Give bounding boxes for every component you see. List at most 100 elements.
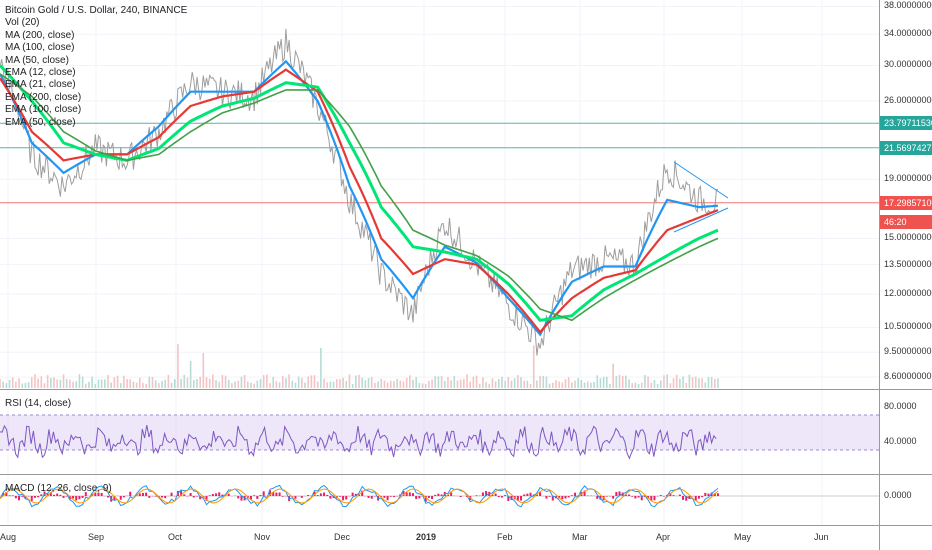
macd-hist-bar (567, 496, 570, 498)
legend-item-ema100[interactable]: EMA (100, close) (5, 104, 82, 116)
volume-bar (640, 382, 643, 388)
triangle-lower-line[interactable] (673, 207, 729, 233)
volume-bar (488, 383, 491, 388)
macd-hist-bar (574, 492, 577, 496)
macd-hist-bar (662, 496, 665, 497)
volume-bar (262, 375, 265, 388)
legend-item-ema200[interactable]: EMA (200, close) (5, 91, 82, 103)
macd-hist-bar (510, 496, 513, 501)
macd-hist-bar (516, 496, 519, 501)
volume-bar (65, 379, 68, 388)
volume-bar (256, 380, 259, 388)
volume-bar (602, 376, 605, 388)
volume-bar (561, 382, 564, 388)
macd-hist-bar (659, 495, 662, 496)
volume-bar (539, 375, 541, 388)
macd-hist-bar (408, 492, 411, 496)
volume-bar (177, 343, 179, 388)
series-line-1 (0, 68, 719, 334)
volume-bar (91, 376, 93, 388)
macd-hist-bar (8, 495, 11, 496)
volume-bar (478, 383, 481, 388)
rsi-title[interactable]: RSI (14, close) (5, 398, 72, 409)
legend-item-vol[interactable]: Vol (20) (5, 17, 40, 29)
volume-bar (609, 383, 611, 388)
macd-hist-bar (631, 496, 634, 497)
macd-hist-bar (40, 494, 43, 496)
macd-hist-bar (354, 493, 357, 496)
macd-hist-bar (94, 492, 97, 496)
volume-bar (497, 379, 500, 388)
volume-bar (81, 376, 84, 388)
legend-item-ma100[interactable]: MA (100, close) (5, 42, 75, 54)
macd-hist-bar (535, 494, 538, 496)
macd-hist-bar (164, 496, 167, 499)
macd-hist-bar (418, 496, 421, 499)
macd-hist-bar (323, 492, 326, 496)
macd-hist-bar (180, 490, 183, 496)
volume-bar (183, 374, 186, 388)
macd-hist-bar (697, 496, 700, 499)
legend-item-ma50[interactable]: MA (50, close) (5, 54, 69, 66)
volume-bar (364, 380, 367, 388)
macd-hist-bar (170, 492, 173, 496)
macd-hist-bar (507, 496, 510, 501)
triangle-drawing[interactable] (673, 161, 729, 233)
macd-hist-bar (237, 496, 240, 499)
volume-bar (291, 380, 294, 388)
macd-hist-bar (520, 496, 523, 501)
macd-hist-bar (446, 494, 449, 496)
macd-hist-bar (65, 496, 68, 497)
macd-hist-bar (621, 492, 624, 496)
macd-hist-bar (18, 496, 21, 501)
price-marker-badge-0: 23.79711530 (880, 116, 932, 131)
volume-bar (18, 378, 20, 388)
volume-bar (40, 376, 43, 388)
legend-item-ema21[interactable]: EMA (21, close) (5, 79, 76, 91)
macd-hist-bar (278, 492, 281, 496)
volume-bar (11, 377, 14, 388)
volume-bar (402, 381, 405, 388)
macd-hist-bar (707, 493, 710, 496)
macd-hist-bar (583, 490, 586, 496)
volume-bar (409, 375, 411, 388)
volume-bar (301, 377, 303, 388)
volume-bar (688, 374, 691, 388)
macd-hist-bar (564, 496, 567, 499)
legend-item-ema50[interactable]: EMA (50, close) (5, 116, 76, 128)
macd-hist-bar (240, 496, 243, 501)
volume-bar (205, 377, 208, 388)
macd-hist-bar (113, 496, 116, 500)
legend-item-ema12[interactable]: EMA (12, close) (5, 67, 76, 79)
volume-bar (272, 376, 275, 388)
macd-title[interactable]: MACD (12, 26, close, 9) (5, 483, 112, 494)
macd-hist-bar (319, 493, 322, 496)
macd-hist-bar (253, 495, 256, 496)
chart-legend: Bitcoin Gold / U.S. Dollar, 240, BINANCE… (5, 5, 187, 129)
volume-bar (170, 382, 173, 388)
volume-bar (218, 381, 221, 388)
volume-bar (158, 383, 160, 388)
volume-bar (167, 374, 170, 388)
time-tick-3: Nov (254, 532, 271, 542)
price-marker-badge-1: 21.56974271 (880, 140, 932, 155)
macd-hist-bar (24, 496, 27, 499)
macd-hist-bar (494, 493, 497, 496)
macd-hist-bar (345, 496, 348, 500)
macd-hist-bar (485, 491, 488, 496)
chart-title[interactable]: Bitcoin Gold / U.S. Dollar, 240, BINANCE (5, 5, 188, 16)
volume-bar (606, 376, 608, 388)
triangle-upper-line[interactable] (673, 161, 729, 199)
volume-bar (367, 378, 370, 388)
macd-hist-bar (628, 494, 631, 496)
volume-bar (243, 374, 246, 388)
volume-bar (583, 382, 586, 388)
volume-bar (154, 380, 157, 388)
legend-item-ma200[interactable]: MA (200, close) (5, 29, 75, 41)
macd-hist-bar (221, 494, 224, 496)
macd-hist-bar (5, 492, 8, 496)
macd-hist-bar (78, 496, 81, 500)
price-marker-badge-2: 17.29857100 (880, 195, 932, 210)
time-tick-5: 2019 (416, 532, 437, 542)
